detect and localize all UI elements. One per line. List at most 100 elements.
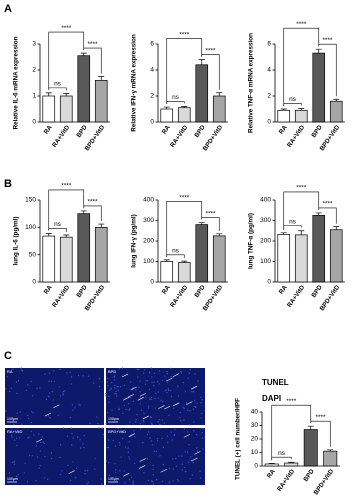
nucleus <box>127 447 129 449</box>
nucleus <box>15 381 18 383</box>
nucleus <box>189 368 191 371</box>
nucleus <box>129 421 131 423</box>
nucleus <box>31 395 34 397</box>
panel-label: A <box>4 3 12 15</box>
nucleus <box>156 380 159 383</box>
bar <box>303 429 318 467</box>
nucleus <box>112 439 114 442</box>
nucleus <box>61 470 63 472</box>
error-bar <box>98 223 105 228</box>
nucleus <box>172 458 174 460</box>
significance-bracket <box>201 54 220 90</box>
nucleus <box>10 434 13 436</box>
significance-label: **** <box>322 37 333 44</box>
nucleus <box>143 421 145 423</box>
nucleus <box>84 470 86 472</box>
nucleus <box>106 446 108 449</box>
y-tick-label: 200 <box>260 238 271 245</box>
y-tick-label: 4 <box>267 67 271 74</box>
x-tick-label: BPD <box>193 284 207 299</box>
nucleus <box>79 404 81 406</box>
nucleus <box>48 372 51 374</box>
nucleus <box>35 445 37 447</box>
nucleus <box>27 417 30 420</box>
significance-label: **** <box>179 31 190 38</box>
nucleus <box>177 480 180 482</box>
nucleus <box>153 450 156 453</box>
nucleus <box>168 467 171 470</box>
nucleus <box>189 477 191 480</box>
nucleus <box>153 384 155 387</box>
x-tick-label: BPD <box>310 124 324 139</box>
nucleus <box>39 450 41 452</box>
arrow <box>173 402 180 407</box>
nucleus <box>177 385 179 387</box>
y-tick-label: 0 <box>150 119 154 126</box>
significance-bracket <box>166 101 185 105</box>
arrow <box>194 451 201 455</box>
nucleus <box>166 372 169 375</box>
nucleus <box>150 422 153 424</box>
nucleus <box>192 408 195 410</box>
y-tick-label: 0 <box>32 279 36 286</box>
error-bar <box>181 106 188 108</box>
significance-label: ns <box>172 94 180 101</box>
nucleus <box>166 441 169 444</box>
nucleus <box>121 437 124 440</box>
nucleus <box>110 381 113 384</box>
nucleus <box>79 439 81 441</box>
nucleus <box>200 412 203 415</box>
nucleus <box>107 377 109 380</box>
nucleus <box>153 372 156 375</box>
y-tick-label: 0 <box>32 119 36 126</box>
nucleus <box>128 403 130 405</box>
significance-bracket <box>48 87 67 91</box>
nucleus <box>150 480 153 482</box>
nucleus <box>70 376 73 378</box>
bar <box>59 95 73 123</box>
error-bar <box>315 48 322 54</box>
significance-label: **** <box>322 201 333 208</box>
nucleus <box>181 372 183 374</box>
nucleus <box>139 380 141 382</box>
nucleus <box>115 395 118 397</box>
bar <box>284 462 299 467</box>
nucleus <box>11 436 13 438</box>
nucleus <box>94 468 96 470</box>
y-axis-label: Relative TNF-α mRNA expression <box>248 33 255 133</box>
nucleus <box>147 479 150 482</box>
nucleus <box>137 376 139 378</box>
nucleus <box>129 458 131 460</box>
x-tick-label: RA <box>266 468 277 480</box>
nucleus <box>127 451 130 453</box>
nucleus <box>48 380 50 382</box>
arrow <box>191 457 198 462</box>
nucleus <box>155 450 158 453</box>
nucleus <box>193 429 195 432</box>
nucleus <box>154 407 156 409</box>
nucleus <box>172 407 175 410</box>
nucleus <box>128 441 130 443</box>
significance-label: **** <box>286 398 297 405</box>
nucleus <box>16 412 19 414</box>
nucleus <box>200 427 203 430</box>
nucleus <box>179 419 182 422</box>
nucleus <box>107 384 109 387</box>
nucleus <box>133 462 136 465</box>
nucleus <box>123 470 125 472</box>
scale-bar-label: 100μm <box>7 417 18 421</box>
x-tick-label: RA <box>43 284 54 296</box>
nucleus <box>39 387 41 389</box>
error-bar <box>198 59 205 65</box>
nucleus <box>115 390 117 393</box>
nucleus <box>123 404 125 407</box>
nucleus <box>28 436 30 439</box>
nucleus <box>67 464 69 467</box>
nucleus <box>118 368 120 370</box>
nucleus <box>145 380 147 382</box>
nucleus <box>129 381 132 383</box>
nucleus <box>165 389 168 391</box>
nucleus <box>49 417 51 419</box>
nucleus <box>69 371 71 374</box>
nucleus <box>28 454 31 457</box>
